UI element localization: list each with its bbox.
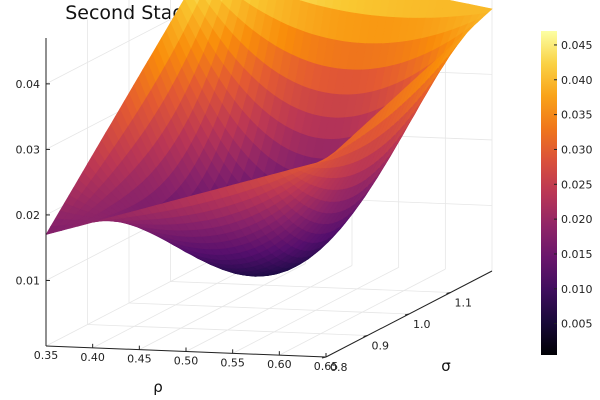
- x-tick-label: 0.50: [174, 355, 199, 368]
- colorbar-tick-label: 0.020: [561, 213, 593, 226]
- colorbar-gradient: [541, 31, 557, 355]
- x-tick-label: 0.45: [127, 353, 152, 366]
- grid-line-y: [87, 324, 368, 336]
- z-tick-label: 0.04: [16, 78, 41, 91]
- colorbar-tick-label: 0.035: [561, 109, 593, 122]
- colorbar-tick-label: 0.015: [561, 248, 593, 261]
- y-tick-mark: [321, 356, 327, 359]
- y-axis-label: σ: [441, 357, 451, 375]
- x-axis-label: ρ: [153, 378, 163, 396]
- x-tick-label: 0.65: [314, 360, 339, 373]
- colorbar-tick-label: 0.040: [561, 74, 593, 87]
- grid-line-y: [128, 302, 410, 315]
- colorbar-tick-label: 0.025: [561, 178, 593, 191]
- grid-line-y: [170, 281, 451, 293]
- colorbar-tick-label: 0.030: [561, 143, 593, 156]
- y-tick-label: 1.0: [413, 318, 431, 331]
- surface-patch: [45, 225, 60, 236]
- y-tick-label: 1.1: [455, 297, 473, 310]
- y-tick-mark: [446, 292, 451, 294]
- tick-labels: 0.35 0.40 0.45 0.50 0.55 0.60 0.650.8 0.9 1.0 1.1…: [16, 78, 473, 374]
- x-tick-label: 0.60: [267, 358, 292, 371]
- x-tick-label: 0.55: [220, 356, 245, 369]
- x-tick-label: 0.35: [34, 349, 59, 362]
- z-tick-label: 0.01: [16, 274, 41, 287]
- y-tick-label: 0.8: [330, 361, 348, 374]
- y-tick-mark: [404, 313, 410, 316]
- surface-plot: [45, 0, 493, 277]
- colorbar: 0.005 0.010 0.015 0.020 0.025 0.030 0.035 0.040…: [541, 31, 593, 355]
- colorbar-tick-label: 0.010: [561, 283, 593, 296]
- colorbar-tick-label: 0.045: [561, 39, 593, 52]
- z-tick-label: 0.03: [16, 143, 41, 156]
- y-tick-label: 0.9: [372, 340, 390, 353]
- x-tick-label: 0.40: [80, 351, 105, 364]
- z-tick-label: 0.02: [16, 209, 41, 222]
- y-tick-mark: [363, 335, 368, 337]
- colorbar-tick-label: 0.005: [561, 318, 593, 331]
